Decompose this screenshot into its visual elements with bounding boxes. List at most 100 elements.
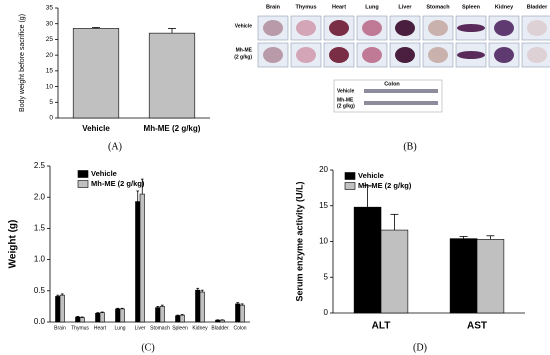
bar: [139, 193, 145, 323]
error-bar: [236, 302, 240, 304]
error-bar: [168, 28, 176, 34]
error-bar: [390, 213, 399, 231]
bar: [179, 314, 185, 323]
panel-label: (C): [141, 342, 154, 353]
colon-photo: [364, 89, 438, 93]
colon-frame: [333, 79, 443, 113]
legend-swatch: [344, 182, 356, 190]
bar: [148, 32, 196, 119]
organ-photo: [428, 47, 448, 63]
organ-label: Thymus: [295, 4, 316, 10]
y-tick-label: 0: [49, 115, 53, 122]
y-tick-label: 5: [324, 272, 329, 281]
x-tick-label: Colon: [233, 325, 246, 331]
error-bar: [136, 190, 140, 202]
row-label: Mh-ME: [236, 47, 253, 53]
x-tick-label: Vehicle: [82, 124, 110, 133]
organ-photo: [362, 20, 382, 36]
bar: [55, 296, 61, 323]
organ-label: Kidney: [495, 4, 514, 10]
bar: [175, 315, 181, 323]
organ-label: Brain: [266, 4, 281, 10]
y-tick-label: 0.5: [34, 286, 46, 295]
y-tick-label: 2.0: [34, 192, 46, 201]
legend-swatch: [77, 180, 89, 188]
colon-title: Colon: [384, 81, 400, 87]
organ-photo: [263, 47, 283, 63]
organ-label: Liver: [398, 4, 412, 10]
error-bar: [486, 235, 495, 240]
bar: [353, 206, 382, 314]
bar: [380, 229, 409, 314]
organ-label: Bladder: [527, 4, 548, 10]
bar: [219, 319, 225, 323]
x-tick-label: Mh-ME (2 g/kg): [144, 124, 201, 133]
y-tick-label: 0.0: [34, 317, 46, 326]
x-tick-label: Stomach: [150, 325, 170, 331]
bar: [199, 291, 205, 323]
y-tick-label: 20: [319, 165, 328, 174]
error-bar: [92, 27, 100, 29]
bar: [476, 239, 505, 314]
organ-photo: [457, 51, 485, 59]
y-tick-label: 1.5: [34, 224, 46, 233]
bar: [135, 201, 141, 323]
organ-photo: [329, 47, 349, 63]
error-bar: [56, 294, 60, 297]
error-bar: [459, 236, 468, 239]
bar: [449, 238, 478, 314]
x-tick-label: AST: [467, 321, 487, 332]
error-bar: [176, 314, 180, 316]
bar: [155, 307, 161, 323]
colon-row-label: Vehicle: [337, 88, 354, 94]
colon-row-label: Mh-ME: [337, 97, 354, 103]
x-tick-label: Brain: [54, 325, 66, 331]
y-tick-label: 15: [46, 68, 54, 75]
organ-photo: [527, 47, 547, 63]
x-tick-label: Thymus: [71, 325, 89, 331]
organ-photo: [296, 20, 316, 36]
organ-photo: [395, 20, 415, 36]
legend-label: Mh-ME (2 g/kg): [91, 179, 145, 188]
y-axis-label: Body weight before sacrifice (g): [19, 14, 26, 112]
y-tick-label: 20: [46, 52, 54, 59]
error-bar: [180, 314, 184, 316]
legend-label: Vehicle: [358, 171, 384, 180]
row-label: (2 g/kg): [234, 54, 252, 60]
x-tick-label: Kidney: [192, 325, 208, 331]
bar: [195, 289, 201, 323]
panel-label: (D): [413, 342, 427, 353]
legend-swatch: [344, 172, 356, 180]
legend-label: Mh-ME (2 g/kg): [358, 181, 412, 190]
error-bar: [156, 305, 160, 308]
y-tick-label: 25: [46, 36, 54, 43]
x-tick-label: Bladder: [211, 325, 229, 331]
x-tick-label: Lung: [114, 325, 125, 331]
error-bar: [240, 303, 244, 306]
bar: [59, 294, 65, 323]
y-tick-label: 10: [319, 237, 328, 246]
error-bar: [160, 304, 164, 307]
y-tick-label: 15: [319, 201, 328, 210]
y-tick-label: 35: [46, 5, 54, 12]
bar: [99, 312, 105, 323]
x-tick-label: ALT: [372, 321, 391, 332]
error-bar: [80, 316, 84, 318]
bar: [119, 308, 125, 323]
organ-label: Spleen: [462, 4, 481, 10]
organ-photo: [527, 20, 547, 36]
bar: [159, 306, 165, 323]
bar: [79, 317, 85, 323]
bar: [239, 304, 245, 323]
organ-photo: [428, 20, 448, 36]
error-bar: [116, 307, 120, 309]
colon-photo: [364, 101, 438, 105]
error-bar: [200, 289, 204, 293]
y-axis-label: Serum enzyme activity (U/L): [294, 181, 304, 301]
y-tick-label: 30: [46, 20, 54, 27]
organ-photo: [362, 47, 382, 63]
y-tick-label: 1.0: [34, 255, 46, 264]
organ-photo: [494, 20, 514, 36]
legend-swatch: [77, 170, 89, 178]
panel-label: (A): [108, 141, 122, 152]
